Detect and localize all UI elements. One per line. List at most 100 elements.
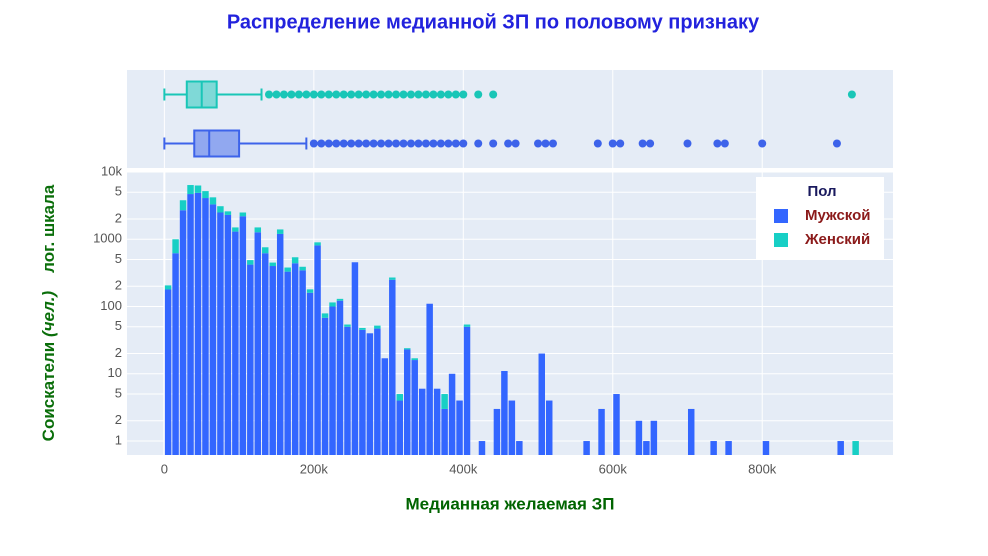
outlier [362,139,371,148]
bar [441,394,448,409]
bar [359,329,366,455]
outlier [317,139,326,148]
outlier [369,90,378,99]
bar [448,373,456,455]
outlier [593,139,602,148]
outlier [421,139,430,148]
bar [478,441,486,455]
bar [381,358,389,455]
bar [306,289,314,293]
bar [239,212,247,217]
bar [613,394,620,455]
bar [516,441,523,455]
outlier [489,90,498,99]
bar [284,271,291,455]
bar [232,227,239,232]
outlier [324,90,333,99]
outlier [436,139,445,148]
outlier [474,90,483,99]
x-tick-label: 200k [300,461,329,476]
outlier [534,139,543,148]
outlier [302,90,311,99]
bar [643,441,650,455]
y-tick-label: 5 [115,184,122,199]
y-tick-label: 2 [115,278,122,293]
legend: Пол Мужской Женский [756,177,884,259]
outlier [384,90,393,99]
outlier [369,139,378,148]
y-label-unit: (чел.) [39,291,58,338]
bar [247,264,254,455]
outlier [287,90,296,99]
outlier [504,139,513,148]
bar [344,326,351,455]
outlier [421,90,430,99]
legend-label: Мужской [805,207,871,224]
y-axis-label: Соискатели (чел.) лог. шкала [39,184,58,441]
outlier [406,139,415,148]
bar [314,242,321,246]
outlier [436,90,445,99]
outlier [474,139,483,148]
outlier [489,139,498,148]
outlier [309,139,318,148]
bar [209,197,217,205]
outlier [384,139,393,148]
legend-label: Женский [804,231,870,248]
outlier [347,139,356,148]
bar [262,247,269,254]
outlier [541,139,550,148]
y-tick-label: 5 [115,318,122,333]
bar [418,388,426,455]
x-axis-label: Медианная желаемая ЗП [405,494,614,513]
bar [725,441,732,455]
bar [224,214,232,455]
legend-title: Пол [807,183,836,200]
outlier [309,90,318,99]
bar [411,358,418,361]
bar [187,185,194,195]
y-tick-label: 1 [115,432,122,447]
bar [456,400,463,455]
bar [329,302,336,307]
bar [359,327,366,330]
bar [336,298,344,301]
bar [247,260,254,265]
bar [187,194,194,455]
legend-swatch [774,233,788,247]
bar [404,348,411,350]
bar [232,231,239,455]
outlier [429,139,438,148]
bar [762,441,770,455]
x-tick-label: 600k [599,461,628,476]
bar [508,400,516,455]
bar [650,420,658,455]
bar [239,216,247,455]
outlier [832,139,841,148]
bar [179,200,187,211]
bar [344,324,351,327]
bar [852,441,859,455]
bar [306,292,314,455]
outlier [264,90,273,99]
outlier [511,139,520,148]
bar [209,204,217,455]
bar [254,227,262,233]
outlier [444,139,453,148]
bar [276,229,284,234]
bar [284,267,291,272]
outlier [392,90,401,99]
bar [545,400,553,455]
outlier [646,139,655,148]
bar [299,270,306,455]
outlier [758,139,767,148]
outlier [444,90,453,99]
bar [254,232,262,455]
outlier [414,139,423,148]
outlier [339,139,348,148]
bar [411,360,418,455]
bar [224,211,232,215]
bar [217,212,224,455]
box-panel [127,70,893,168]
